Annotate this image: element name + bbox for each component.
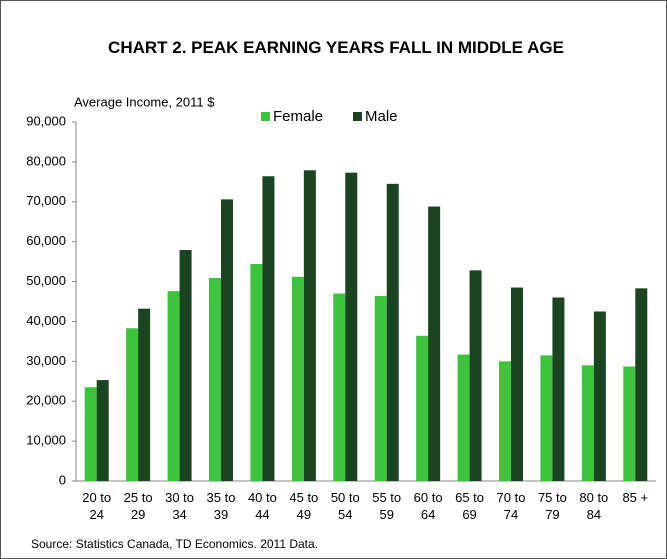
y-tick-label: 20,000 [26,393,66,408]
x-tick-label: 50 to 54 [330,490,360,522]
bar [428,206,441,481]
y-tick-label: 30,000 [26,353,66,368]
x-tick-label: 65 to 69 [455,490,485,522]
bar [469,270,482,481]
bar [511,287,523,481]
x-tick-label: 35 to 39 [206,490,236,522]
x-tick-label: 80 to 84 [579,490,609,522]
source-note: Source: Statistics Canada, TD Economics.… [31,537,318,551]
bar [499,361,511,481]
y-tick-label: 70,000 [26,193,66,208]
bar [250,264,263,481]
bar [345,172,358,482]
bar [303,170,316,481]
bar [167,291,180,481]
bar [221,199,233,481]
x-tick-label: 20 to 24 [82,490,112,522]
bar [333,293,346,481]
x-tick-label: 85 + [622,490,649,505]
bar [552,297,565,481]
x-tick-label: 45 to 49 [289,490,319,522]
y-tick-label: 40,000 [26,313,66,328]
y-tick-label: 60,000 [26,233,66,248]
bar [457,354,470,481]
y-axis-label: Average Income, 2011 $ [74,94,215,109]
bar [416,335,429,481]
bar [635,288,648,481]
y-tick-label: 0 [59,472,66,487]
x-tick-label: 40 to 44 [247,490,277,522]
bar [179,250,192,481]
x-tick-label: 60 to 64 [413,490,443,522]
bar [84,387,97,481]
legend-swatch [353,112,362,121]
x-tick-label: 75 to 79 [537,490,567,522]
bar [386,183,399,482]
bar [209,277,221,481]
bar [138,308,151,481]
y-tick-label: 50,000 [26,273,66,288]
legend-label: Female [273,108,323,125]
x-tick-label: 25 to 29 [123,490,153,522]
bar [581,365,594,481]
legend-swatch [261,112,270,121]
bar [540,355,553,481]
x-tick-label: 70 to 74 [496,490,526,522]
chart-title: CHART 2. PEAK EARNING YEARS FALL IN MIDD… [108,38,564,57]
y-tick-label: 90,000 [26,113,66,128]
x-tick-label: 55 to 59 [372,490,402,522]
y-tick-label: 80,000 [26,153,66,168]
bar [262,176,275,481]
bar [291,276,304,481]
bar [126,328,139,481]
bar [374,295,387,481]
legend-label: Male [365,108,398,125]
bar [96,380,109,481]
bar [623,366,636,481]
x-tick-label: 30 to 34 [165,490,195,522]
y-tick-label: 10,000 [26,433,66,448]
bar [593,311,606,481]
